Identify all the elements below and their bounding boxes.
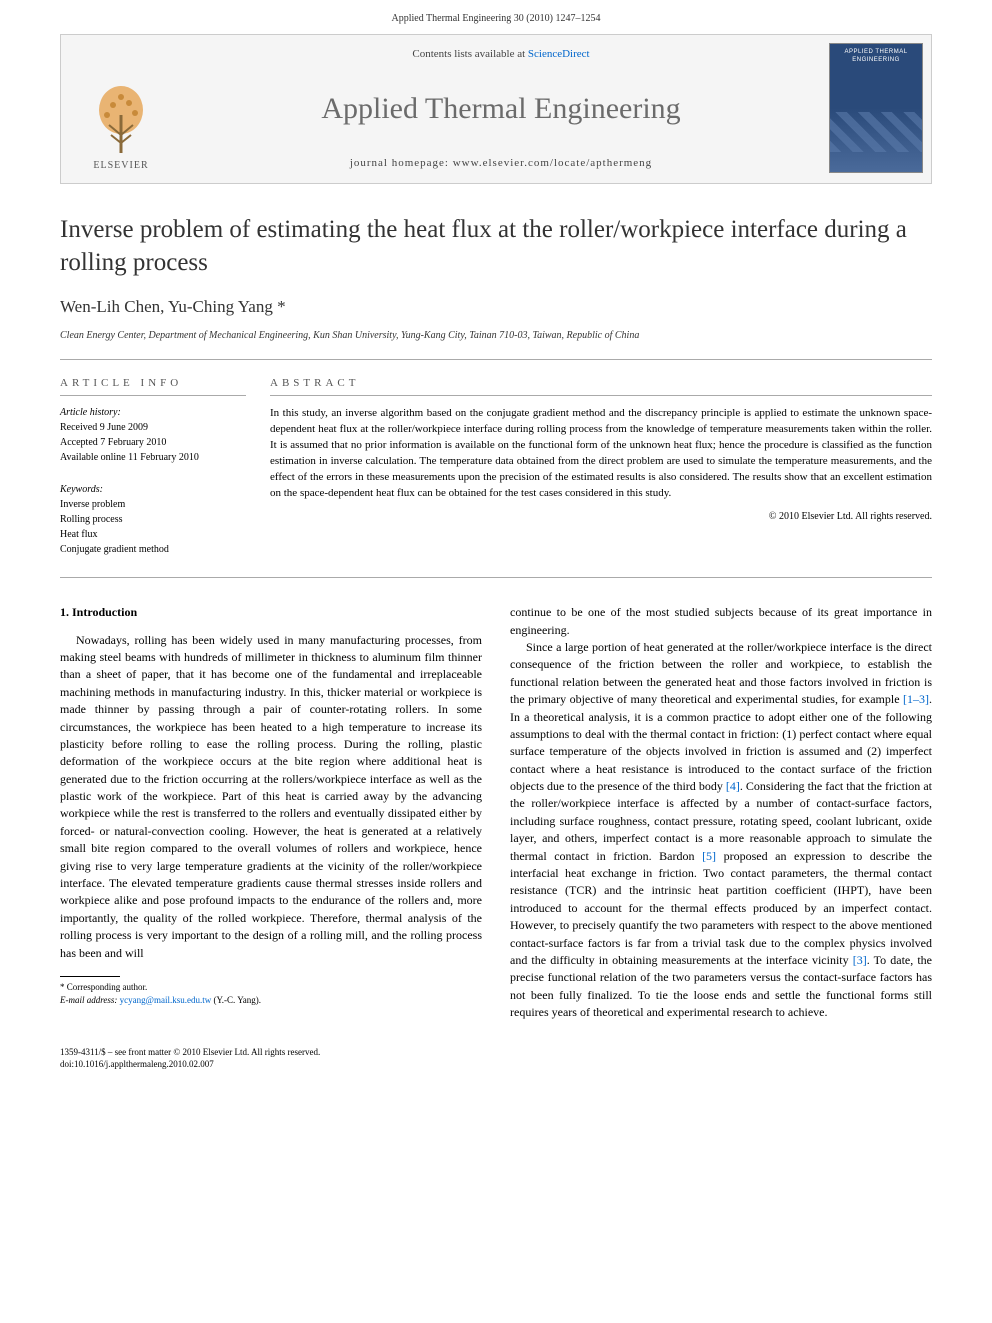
keyword-item: Heat flux — [60, 527, 246, 542]
abstract-label: ABSTRACT — [270, 376, 932, 391]
corresponding-author-note: * Corresponding author. — [60, 981, 482, 994]
abstract-text: In this study, an inverse algorithm base… — [270, 406, 932, 502]
body-columns: 1. Introduction Nowadays, rolling has be… — [60, 604, 932, 1021]
publisher-logo-area: ELSEVIER — [61, 35, 181, 183]
section-rule — [270, 395, 932, 396]
keywords-block: Keywords: Inverse problem Rolling proces… — [60, 483, 246, 557]
homepage-url: www.elsevier.com/locate/apthermeng — [453, 157, 652, 169]
history-online: Available online 11 February 2010 — [60, 450, 246, 465]
cover-title: APPLIED THERMAL ENGINEERING — [830, 44, 922, 69]
keyword-item: Inverse problem — [60, 497, 246, 512]
doi-line: doi:10.1016/j.applthermaleng.2010.02.007 — [60, 1058, 932, 1070]
affiliation: Clean Energy Center, Department of Mecha… — [60, 329, 932, 360]
email-label: E-mail address: — [60, 995, 120, 1005]
footnote-rule — [60, 976, 120, 977]
journal-cover-thumbnail: APPLIED THERMAL ENGINEERING — [829, 43, 923, 173]
right-column: continue to be one of the most studied s… — [510, 604, 932, 1021]
abstract-column: ABSTRACT In this study, an inverse algor… — [270, 376, 932, 557]
authors: Wen-Lih Chen, Yu-Ching Yang * — [60, 295, 932, 319]
journal-title: Applied Thermal Engineering — [181, 88, 821, 130]
abstract-copyright: © 2010 Elsevier Ltd. All rights reserved… — [270, 510, 932, 524]
email-footnote: E-mail address: ycyang@mail.ksu.edu.tw (… — [60, 994, 482, 1007]
citation-link[interactable]: [5] — [702, 849, 716, 863]
homepage-prefix: journal homepage: — [350, 157, 453, 169]
history-received: Received 9 June 2009 — [60, 420, 246, 435]
body-text: . In a theoretical analysis, it is a com… — [510, 692, 932, 793]
author-email[interactable]: ycyang@mail.ksu.edu.tw — [120, 995, 212, 1005]
article-info-label: ARTICLE INFO — [60, 376, 246, 391]
body-paragraph: continue to be one of the most studied s… — [510, 604, 932, 639]
citation-link[interactable]: [4] — [726, 779, 740, 793]
section-heading: 1. Introduction — [60, 604, 482, 621]
cover-pattern — [830, 112, 922, 152]
issn-line: 1359-4311/$ – see front matter © 2010 El… — [60, 1046, 932, 1058]
info-abstract-row: ARTICLE INFO Article history: Received 9… — [60, 376, 932, 578]
contents-available-line: Contents lists available at ScienceDirec… — [181, 47, 821, 62]
history-accepted: Accepted 7 February 2010 — [60, 435, 246, 450]
keywords-label: Keywords: — [60, 483, 246, 497]
journal-homepage-line: journal homepage: www.elsevier.com/locat… — [181, 156, 821, 171]
publisher-name: ELSEVIER — [93, 159, 148, 173]
journal-cover-area: APPLIED THERMAL ENGINEERING — [821, 35, 931, 183]
article-info-column: ARTICLE INFO Article history: Received 9… — [60, 376, 270, 557]
page-footer: 1359-4311/$ – see front matter © 2010 El… — [60, 1040, 932, 1070]
banner-center: Contents lists available at ScienceDirec… — [181, 35, 821, 183]
running-header: Applied Thermal Engineering 30 (2010) 12… — [0, 0, 992, 34]
email-suffix: (Y.-C. Yang). — [211, 995, 261, 1005]
citation-link[interactable]: [3] — [853, 953, 867, 967]
elsevier-tree-icon — [91, 85, 151, 155]
journal-banner: ELSEVIER Contents lists available at Sci… — [60, 34, 932, 184]
keyword-item: Rolling process — [60, 512, 246, 527]
body-text: proposed an expression to describe the i… — [510, 849, 932, 967]
body-paragraph: Since a large portion of heat generated … — [510, 639, 932, 1022]
contents-prefix: Contents lists available at — [412, 48, 527, 60]
body-text: Since a large portion of heat generated … — [510, 640, 932, 706]
left-column: 1. Introduction Nowadays, rolling has be… — [60, 604, 482, 1021]
section-rule — [60, 395, 246, 396]
sciencedirect-link[interactable]: ScienceDirect — [528, 48, 590, 60]
citation-link[interactable]: [1–3] — [903, 692, 929, 706]
body-paragraph: Nowadays, rolling has been widely used i… — [60, 632, 482, 962]
keyword-item: Conjugate gradient method — [60, 542, 246, 557]
history-label: Article history: — [60, 406, 246, 420]
article-title: Inverse problem of estimating the heat f… — [60, 214, 932, 279]
